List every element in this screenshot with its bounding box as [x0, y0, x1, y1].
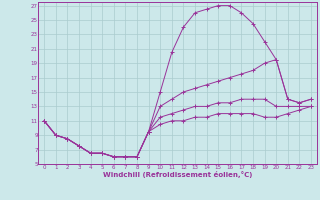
X-axis label: Windchill (Refroidissement éolien,°C): Windchill (Refroidissement éolien,°C): [103, 171, 252, 178]
